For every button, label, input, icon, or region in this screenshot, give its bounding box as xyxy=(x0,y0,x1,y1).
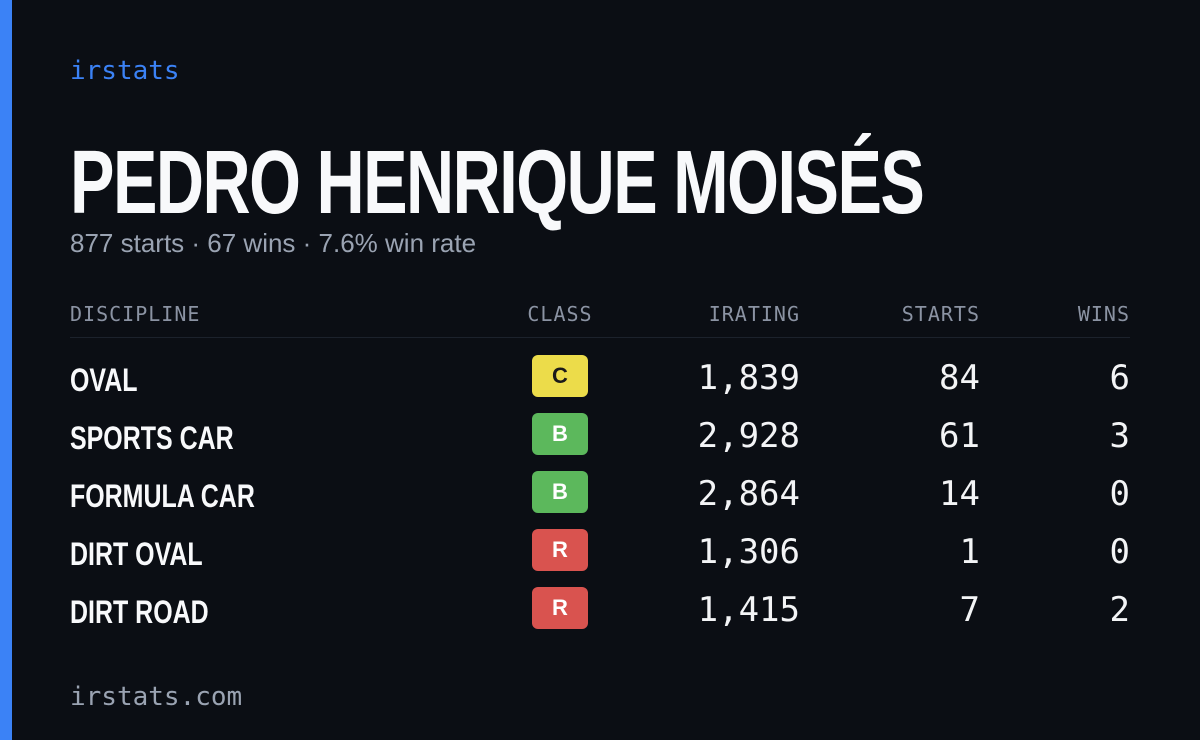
class-badge: B xyxy=(532,413,588,455)
class-badge: B xyxy=(532,471,588,513)
footer: irstats.com xyxy=(70,682,243,712)
brand: irstats xyxy=(70,56,180,86)
discipline: FORMULA CAR xyxy=(70,478,255,514)
discipline: OVAL xyxy=(70,362,138,398)
discipline: SPORTS CAR xyxy=(70,420,234,456)
starts: 1 xyxy=(959,532,980,572)
column-header: STARTS xyxy=(901,302,980,326)
irating: 1,839 xyxy=(697,358,800,398)
wins: 0 xyxy=(1109,474,1130,514)
discipline: DIRT ROAD xyxy=(70,594,209,630)
discipline: DIRT OVAL xyxy=(70,536,203,572)
irating: 1,415 xyxy=(697,590,800,630)
accent-bar xyxy=(0,0,12,740)
wins: 2 xyxy=(1109,590,1130,630)
starts: 14 xyxy=(939,474,980,514)
column-header: IRATING xyxy=(708,302,800,326)
wins: 3 xyxy=(1109,416,1130,456)
starts: 7 xyxy=(959,590,980,630)
irating: 1,306 xyxy=(697,532,800,572)
player-summary: 877 starts · 67 wins · 7.6% win rate xyxy=(70,228,477,258)
irating: 2,864 xyxy=(697,474,800,514)
wins: 0 xyxy=(1109,532,1130,572)
column-header: WINS xyxy=(1077,302,1130,326)
player-name: PEDRO HENRIQUE MOISÉS xyxy=(70,133,925,233)
header-rule xyxy=(70,337,1130,338)
irating: 2,928 xyxy=(697,416,800,456)
starts: 61 xyxy=(939,416,980,456)
column-header: DISCIPLINE xyxy=(70,302,201,326)
column-header: CLASS xyxy=(527,302,593,326)
class-badge: R xyxy=(532,587,588,629)
starts: 84 xyxy=(939,358,980,398)
class-badge: R xyxy=(532,529,588,571)
wins: 6 xyxy=(1109,358,1130,398)
class-badge: C xyxy=(532,355,588,397)
